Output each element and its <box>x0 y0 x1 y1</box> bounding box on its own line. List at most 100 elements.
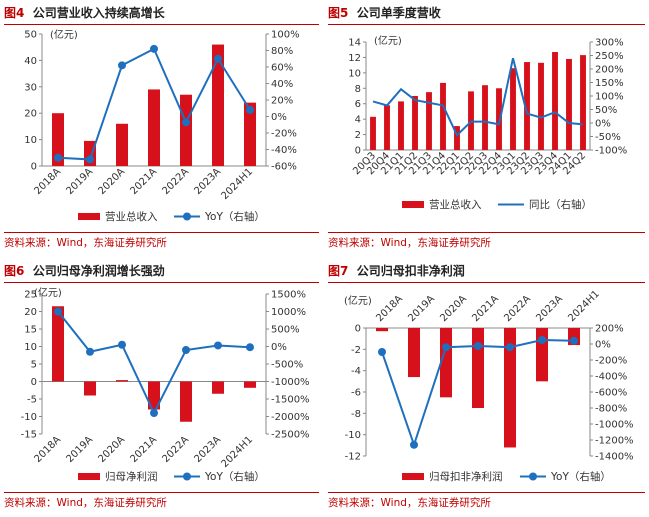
panel-fig6: 图6 公司归母净利润增长强劲 -15 -10 -5 0 5 10 15 20 25 -2500% -… <box>4 262 319 514</box>
y2-tick-label: 150% <box>595 78 624 89</box>
y2-tick-label: -20% <box>271 129 297 140</box>
y-tick-label: 10 <box>348 68 361 79</box>
bar <box>384 105 390 150</box>
x-tick-label: 2021A <box>129 166 160 197</box>
yoy-point <box>246 105 254 114</box>
source-divider <box>328 232 645 233</box>
y2-tick-label: 100% <box>271 30 300 41</box>
yoy-point <box>86 347 94 356</box>
y-tick-label: 6 <box>355 99 361 110</box>
y-tick-label: 50 <box>24 30 37 41</box>
bar <box>412 96 418 150</box>
y2-tick-label: -100% <box>595 146 627 157</box>
bar <box>510 68 516 150</box>
legend-bar-label: 营业总收入 <box>105 210 158 223</box>
title-divider <box>4 282 319 283</box>
bar <box>580 55 586 150</box>
yoy-point <box>246 343 254 352</box>
chart-title: 图4 公司营业收入持续高增长 <box>4 6 165 20</box>
x-tick-label: 2024H1 <box>220 166 256 202</box>
yoy-point <box>214 341 222 350</box>
bar <box>504 328 516 448</box>
y2-tick-label: -1000% <box>595 420 634 431</box>
y-tick-label: -6 <box>351 388 361 399</box>
legend-bar-swatch <box>402 201 424 208</box>
chart-fig5: 0 2 4 6 8 10 12 14 -100% -50% 0% 50% 100% 150% 200% 250… <box>348 34 627 211</box>
legend-bar-swatch <box>78 213 100 220</box>
x-tick-label: 2018A <box>33 166 64 197</box>
chart-fig4: 0 10 20 30 40 50 -60% -40% -20% 0% 20% 40% 60% 80% 100… <box>24 28 300 223</box>
y2-tick-label: -50% <box>595 132 621 143</box>
x-tick-label: 2019A <box>65 166 96 197</box>
y-tick-label: 25 <box>24 290 37 301</box>
bar <box>148 381 160 410</box>
yoy-point <box>410 440 418 449</box>
y2-tick-label: -40% <box>271 145 297 156</box>
y2-tick-label: 200% <box>595 65 624 76</box>
x-tick-label: 2023A <box>193 166 224 197</box>
source-divider <box>4 492 319 493</box>
bar <box>426 92 432 150</box>
y-tick-label: 0 <box>355 146 361 157</box>
bar <box>180 381 192 422</box>
y2-tick-label: -1000% <box>271 377 310 388</box>
yoy-point <box>54 153 62 162</box>
chart-title: 图6 公司归母净利润增长强劲 <box>4 264 165 278</box>
yoy-point <box>378 348 386 356</box>
x-tick-label: 2019A <box>406 293 437 324</box>
y-tick-label: -10 <box>345 430 361 441</box>
y2-tick-label: -200% <box>595 356 627 367</box>
panel-fig4: 图4 公司营业收入持续高增长 0 10 20 30 40 50 -60% -40% -20% 0%… <box>4 4 319 250</box>
legend-bar-swatch <box>402 473 424 480</box>
legend-bar-label: 营业总收入 <box>429 198 482 211</box>
yoy-point <box>442 343 450 352</box>
legend-line-marker <box>529 472 537 481</box>
y2-tick-label: -600% <box>595 388 627 399</box>
source-note: 资料来源：Wind，东海证券研究所 <box>328 237 491 249</box>
chart-fig7: -12 -10 -8 -6 -4 -2 0 -1400% -1200% -1000% -800% -6… <box>344 289 634 483</box>
x-tick-label: 2021A <box>470 293 501 324</box>
bar <box>376 328 388 332</box>
y-tick-label: -12 <box>345 452 361 463</box>
y2-tick-label: 1000% <box>271 307 306 318</box>
panel-fig5: 图5 公司单季度营收 0 2 4 6 8 10 12 14 -100% -50% 0% 50% 100%… <box>328 4 645 250</box>
legend-line-label: YoY（右轴） <box>204 470 265 483</box>
bar <box>212 381 224 394</box>
yoy-line <box>372 57 584 137</box>
bar <box>496 88 502 150</box>
bar <box>84 381 96 396</box>
x-tick-label: 2018A <box>374 293 405 324</box>
y2-tick-label: -800% <box>595 404 627 415</box>
y-tick-label: -15 <box>21 430 37 441</box>
y2-tick-label: 500% <box>271 325 300 336</box>
source-divider <box>328 492 645 493</box>
y2-tick-label: -400% <box>595 372 627 383</box>
y-tick-label: -10 <box>21 412 37 423</box>
legend-line-label: 同比（右轴） <box>529 198 592 211</box>
bar <box>244 102 256 166</box>
y2-tick-label: 80% <box>271 46 293 57</box>
bar <box>180 94 192 166</box>
y2-tick-label: 1500% <box>271 290 306 301</box>
yoy-point <box>150 44 158 53</box>
x-tick-label: 2020A <box>438 293 469 324</box>
y2-tick-label: 50% <box>595 105 617 116</box>
source-note: 资料来源：Wind，东海证券研究所 <box>328 497 491 509</box>
source-divider <box>4 232 319 233</box>
y2-tick-label: 250% <box>595 51 624 62</box>
bar <box>370 116 376 150</box>
yoy-point <box>182 118 190 127</box>
bar <box>472 328 484 408</box>
x-tick-label: 2023A <box>534 293 565 324</box>
bar <box>552 52 558 150</box>
yoy-point <box>182 346 190 354</box>
yoy-point <box>118 61 126 70</box>
y2-tick-label: -1500% <box>271 395 310 406</box>
y-tick-label: 30 <box>24 82 37 93</box>
y-tick-label: 2 <box>355 130 361 141</box>
panel-fig7: 图7 公司归母扣非净利润 -12 -10 -8 -6 -4 -2 0 -1400% -1200%… <box>328 262 645 514</box>
bar <box>566 58 572 150</box>
legend-line-marker <box>183 472 191 481</box>
y2-tick-label: -2500% <box>271 430 310 441</box>
bar <box>538 62 544 151</box>
